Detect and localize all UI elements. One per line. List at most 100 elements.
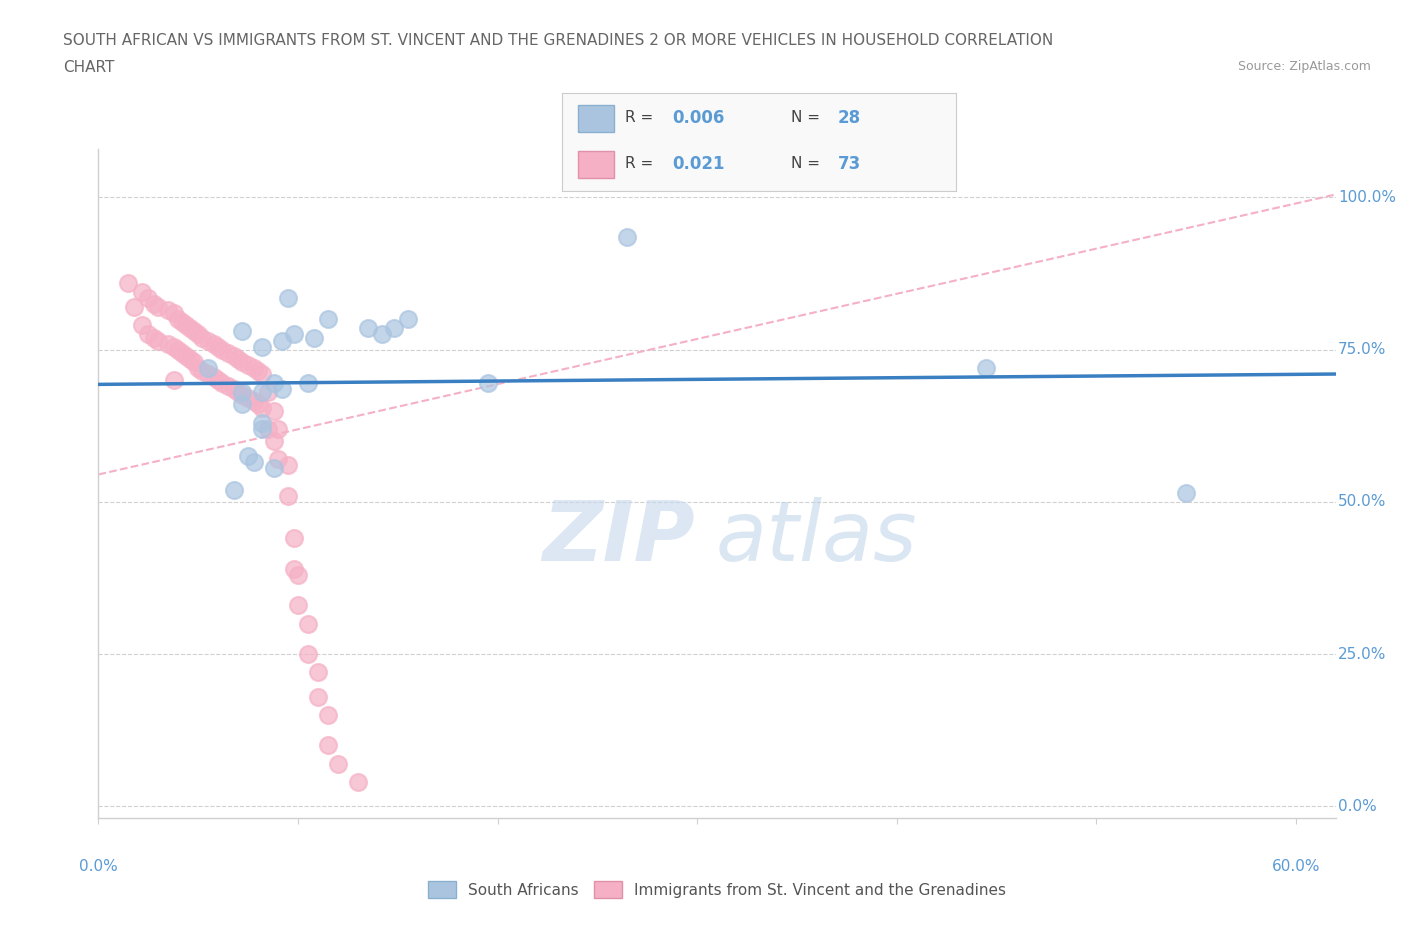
Text: N =: N = [790,156,820,171]
Text: Source: ZipAtlas.com: Source: ZipAtlas.com [1237,60,1371,73]
Point [243,455,266,470]
Point [157,336,180,351]
Point [207,339,229,354]
Point [231,397,253,412]
Text: SOUTH AFRICAN VS IMMIGRANTS FROM ST. VINCENT AND THE GRENADINES 2 OR MORE VEHICL: SOUTH AFRICAN VS IMMIGRANTS FROM ST. VIN… [63,33,1053,47]
Point [347,775,370,790]
Point [187,361,209,376]
Point [277,458,299,472]
Point [224,483,246,498]
Text: CHART: CHART [63,60,115,75]
Point [167,312,190,326]
Text: N =: N = [790,111,820,126]
Text: 50.0%: 50.0% [1339,495,1386,510]
Text: 0.0%: 0.0% [79,858,118,873]
Text: 60.0%: 60.0% [1271,858,1320,873]
Point [263,376,285,391]
Point [267,421,290,436]
Text: atlas: atlas [716,497,917,578]
Point [236,391,259,405]
Point [191,364,214,379]
Point [179,321,201,336]
Point [174,349,197,364]
Point [277,290,299,305]
Point [163,306,186,321]
Point [307,689,329,704]
Text: 0.021: 0.021 [672,154,725,173]
Point [224,382,246,397]
Point [297,617,319,631]
Point [271,382,294,397]
Point [250,385,273,400]
Point [236,449,259,464]
Legend: South Africans, Immigrants from St. Vincent and the Grenadines: South Africans, Immigrants from St. Vinc… [422,874,1012,905]
Point [217,379,239,393]
Point [297,646,319,661]
Point [197,333,219,348]
Point [211,342,233,357]
Point [217,345,239,360]
FancyBboxPatch shape [578,105,613,132]
Point [163,373,186,388]
Point [226,352,249,366]
Point [231,354,253,369]
Point [277,488,299,503]
Point [267,452,290,467]
Point [396,312,419,326]
Point [167,342,190,357]
Text: R =: R = [626,111,654,126]
FancyBboxPatch shape [578,151,613,178]
Point [271,333,294,348]
Point [207,373,229,388]
Point [302,330,325,345]
Point [143,297,166,312]
Text: 25.0%: 25.0% [1339,646,1386,661]
Point [287,567,309,582]
Point [326,756,349,771]
Point [172,315,194,330]
Point [179,352,201,366]
Point [616,230,638,245]
Point [243,394,266,409]
Point [250,416,273,431]
Point [136,290,159,305]
Point [148,299,170,314]
Point [131,318,153,333]
Point [202,369,225,384]
Point [357,321,380,336]
Point [382,321,405,336]
Point [257,385,280,400]
Point [174,318,197,333]
Point [477,376,499,391]
Point [307,665,329,680]
Point [187,327,209,342]
Point [283,531,305,546]
Point [263,461,285,476]
Text: 73: 73 [838,154,862,173]
Point [183,324,205,339]
Point [136,327,159,342]
Point [183,354,205,369]
Point [231,385,253,400]
Point [297,376,319,391]
Point [250,366,273,381]
Point [117,275,139,290]
Point [224,349,246,364]
Point [371,327,394,342]
Text: 0.0%: 0.0% [1339,799,1376,814]
Point [263,433,285,448]
Point [250,400,273,415]
Point [287,598,309,613]
Text: R =: R = [626,156,654,171]
Point [231,324,253,339]
Point [131,285,153,299]
Point [148,333,170,348]
Point [211,376,233,391]
Point [172,345,194,360]
Point [316,312,339,326]
Point [231,388,253,403]
Point [157,302,180,317]
Point [197,366,219,381]
Text: 75.0%: 75.0% [1339,342,1386,357]
Point [191,330,214,345]
